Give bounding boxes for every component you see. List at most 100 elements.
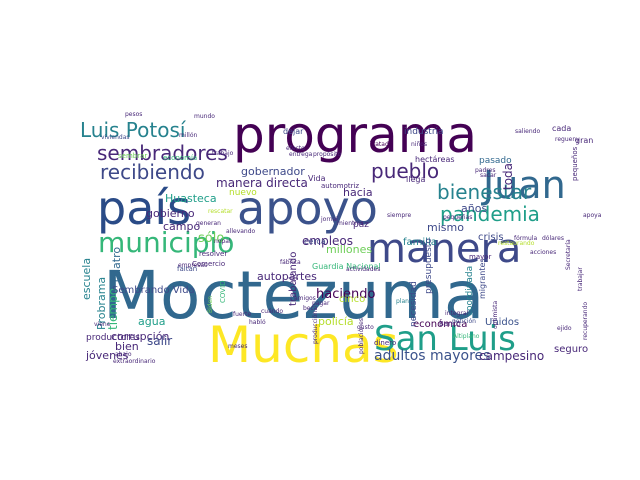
cloud-word: pagar [312, 300, 330, 307]
cloud-word: manera [367, 226, 521, 272]
cloud-word: efecto [286, 145, 305, 152]
cloud-word: productores [86, 333, 140, 343]
cloud-word: Secretaría [565, 239, 572, 270]
cloud-word: viviendas [101, 134, 130, 141]
cloud-word: petición [452, 318, 476, 325]
cloud-word: San Luis [374, 319, 516, 359]
cloud-word: Biden [207, 296, 214, 313]
cloud-word: resolver [199, 250, 227, 258]
cloud-word: fórmula [514, 235, 537, 242]
cloud-word: mismo [427, 221, 464, 234]
cloud-word: mientras [337, 220, 364, 227]
cloud-word: integral [445, 310, 468, 317]
cloud-word: dejar [283, 127, 304, 136]
cloud-word: optimista [492, 301, 499, 329]
cloud-word: policía [318, 315, 354, 328]
cloud-word: llega [406, 175, 425, 184]
cloud-word: sembrar [118, 152, 147, 160]
cloud-word: gran [575, 136, 593, 145]
cloud-word: seguro [554, 344, 588, 355]
cloud-word: coordinada [465, 266, 475, 316]
cloud-word: propósito [313, 151, 341, 158]
cloud-word: sólo [198, 231, 224, 246]
cloud-word: municipio [98, 226, 234, 259]
cloud-word: trabajando [288, 252, 299, 306]
cloud-word: hacia [343, 186, 373, 199]
cloud-word: apoyo [237, 181, 378, 235]
cloud-word: Juan [481, 163, 566, 207]
cloud-word: millón [179, 132, 198, 139]
cloud-word: bienestar [437, 180, 532, 204]
cloud-word: Guardia Nacional [312, 262, 381, 271]
cloud-word: Unidos [485, 317, 519, 328]
cloud-word: regueny [555, 136, 580, 143]
cloud-word: generan [196, 220, 221, 227]
cloud-word: campo [163, 220, 200, 233]
cloud-word: Tratado [369, 141, 393, 148]
cloud-word: millones [326, 243, 372, 256]
cloud-word: toda [501, 163, 515, 190]
cloud-word: cerca [304, 237, 326, 246]
cloud-word: gobierno [146, 207, 195, 220]
cloud-word: pueblo [371, 159, 439, 183]
cloud-word: país [97, 181, 191, 235]
cloud-word: pandemia [440, 202, 540, 226]
cloud-word: padres [475, 167, 495, 174]
cloud-word: fábrica [280, 259, 301, 266]
cloud-word: necesidad [409, 281, 419, 327]
cloud-word: faltan [177, 265, 197, 273]
cloud-background [80, 100, 580, 365]
cloud-word: nopal [214, 238, 231, 245]
cloud-word: Moctezuma [103, 257, 484, 334]
cloud-word: gusto [357, 324, 374, 331]
cloud-word: jóvenes [85, 349, 129, 362]
cloud-word: siempre [387, 212, 411, 219]
cloud-word: trabajar [577, 267, 584, 291]
cloud-word: restaurando [498, 240, 535, 247]
cloud-word: campesino [479, 349, 544, 363]
cloud-word: presupuesto [424, 238, 434, 294]
cloud-word: entrega [289, 151, 313, 158]
cloud-word: recibiendo [100, 160, 205, 184]
cloud-word: dinero [374, 339, 396, 347]
cloud-word: Comercio [192, 260, 225, 268]
cloud-word: familia [403, 237, 437, 248]
cloud-word: acciones [530, 249, 556, 256]
cloud-word: económica [413, 318, 467, 330]
cloud-word: mundo [194, 113, 215, 120]
cloud-word: Luis Potosí [80, 118, 187, 142]
cloud-word: allevando [226, 228, 256, 235]
cloud-word: pesos [125, 111, 142, 118]
cloud-word: ejido [557, 325, 572, 332]
cloud-word: recuperando [582, 302, 589, 340]
cloud-word: amigos [294, 295, 316, 302]
cloud-word: hectáreas [415, 155, 455, 164]
cloud-word: plan [396, 298, 409, 305]
cloud-word: pasado [479, 156, 512, 166]
cloud-word: Banco [439, 320, 461, 328]
cloud-word: Altiplano [453, 333, 480, 340]
cloud-word: cada [552, 124, 571, 133]
cloud-word: Muchas [208, 316, 399, 374]
cloud-word: sembradores [97, 141, 228, 165]
cloud-word: gobernador [241, 165, 305, 178]
cloud-word: Vida [308, 174, 326, 183]
cloud-word: rescatar [208, 208, 233, 215]
cloud-word: Huasteca [165, 192, 217, 205]
cloud-word: escuela [80, 258, 93, 300]
cloud-word: abajo [115, 351, 132, 358]
cloud-word: jornal [320, 216, 338, 223]
cloud-word: manera directa [216, 176, 308, 190]
cloud-word: economía [163, 154, 197, 162]
cloud-word: migrantes [478, 258, 487, 299]
cloud-word: años [461, 202, 487, 215]
cloud-word: crisis [478, 232, 504, 243]
cloud-word: empresas [178, 262, 207, 269]
cloud-word: paz [353, 220, 369, 230]
cloud-word: producción [312, 311, 319, 344]
cloud-word: programa [233, 106, 477, 164]
cloud-word: fuerte [233, 311, 251, 318]
cloud-word: meses [228, 343, 247, 350]
